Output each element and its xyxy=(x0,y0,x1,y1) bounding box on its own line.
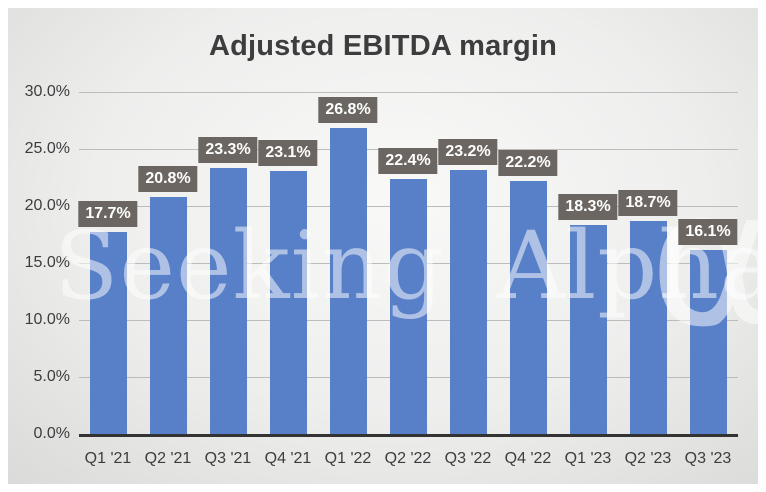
data-label: 22.4% xyxy=(378,147,438,174)
bars-layer xyxy=(78,92,738,434)
data-label: 23.3% xyxy=(198,137,258,164)
y-axis-tick-label: 5.0% xyxy=(33,368,70,385)
x-axis-tick-label: Q2 '23 xyxy=(624,450,672,467)
x-axis-line xyxy=(79,434,738,437)
x-axis-tick-label: Q1 '23 xyxy=(564,450,612,467)
data-labels-layer: 17.7% 20.8% 23.3% 23.1% 26.8% 22.4% 23.2% 22.2%… xyxy=(78,92,738,434)
plot-area: 17.7% 20.8% 23.3% 23.1% 26.8% 22.4% 23.2% 22.2%… xyxy=(78,92,738,437)
y-axis-tick-label: 30.0% xyxy=(24,83,70,100)
bar-Q2 '21 xyxy=(149,196,187,434)
x-axis-tick-label: Q4 '22 xyxy=(504,450,552,467)
bar-Q3 '21 xyxy=(209,168,247,434)
data-label: 18.7% xyxy=(618,189,678,216)
x-axis-tick-label: Q3 '23 xyxy=(684,450,732,467)
chart-title: Adjusted EBITDA margin xyxy=(208,30,558,62)
bar-Q2 '22 xyxy=(389,178,427,434)
bar-Q1 '21 xyxy=(89,232,127,434)
y-axis-tick-label: 10.0% xyxy=(24,311,70,328)
data-label: 20.8% xyxy=(138,165,198,192)
data-label: 26.8% xyxy=(318,97,378,124)
data-label: 18.3% xyxy=(558,194,618,221)
data-label: 23.2% xyxy=(438,138,498,165)
x-axis-tick-label: Q3 '22 xyxy=(444,450,492,467)
y-axis-tick-label: 25.0% xyxy=(24,140,70,157)
data-label: 17.7% xyxy=(78,201,138,228)
x-axis-tick-label: Q2 '21 xyxy=(144,450,192,467)
x-axis-tick-label: Q1 '22 xyxy=(324,450,372,467)
bar-Q1 '23 xyxy=(569,225,607,434)
bar-Q3 '23 xyxy=(689,250,727,434)
chart-background: Adjusted EBITDA margin 17.7% 20.8% 23.3% 23… xyxy=(8,8,758,484)
x-axis-tick-label: Q3 '21 xyxy=(204,450,252,467)
gridline xyxy=(79,92,738,93)
y-axis-tick-label: 15.0% xyxy=(24,254,70,271)
data-label: 16.1% xyxy=(678,219,738,246)
bar-Q2 '23 xyxy=(629,220,667,434)
bar-Q4 '22 xyxy=(509,180,547,434)
data-label: 22.2% xyxy=(498,149,558,176)
x-axis-tick-label: Q1 '21 xyxy=(84,450,132,467)
x-axis-tick-label: Q2 '22 xyxy=(384,450,432,467)
bar-Q3 '22 xyxy=(449,169,487,434)
bar-Q1 '22 xyxy=(329,128,367,434)
bar-Q4 '21 xyxy=(269,170,307,434)
y-axis-tick-label: 0.0% xyxy=(33,425,70,442)
y-axis-tick-label: 20.0% xyxy=(24,197,70,214)
data-label: 23.1% xyxy=(258,139,318,166)
x-axis-tick-label: Q4 '21 xyxy=(264,450,312,467)
